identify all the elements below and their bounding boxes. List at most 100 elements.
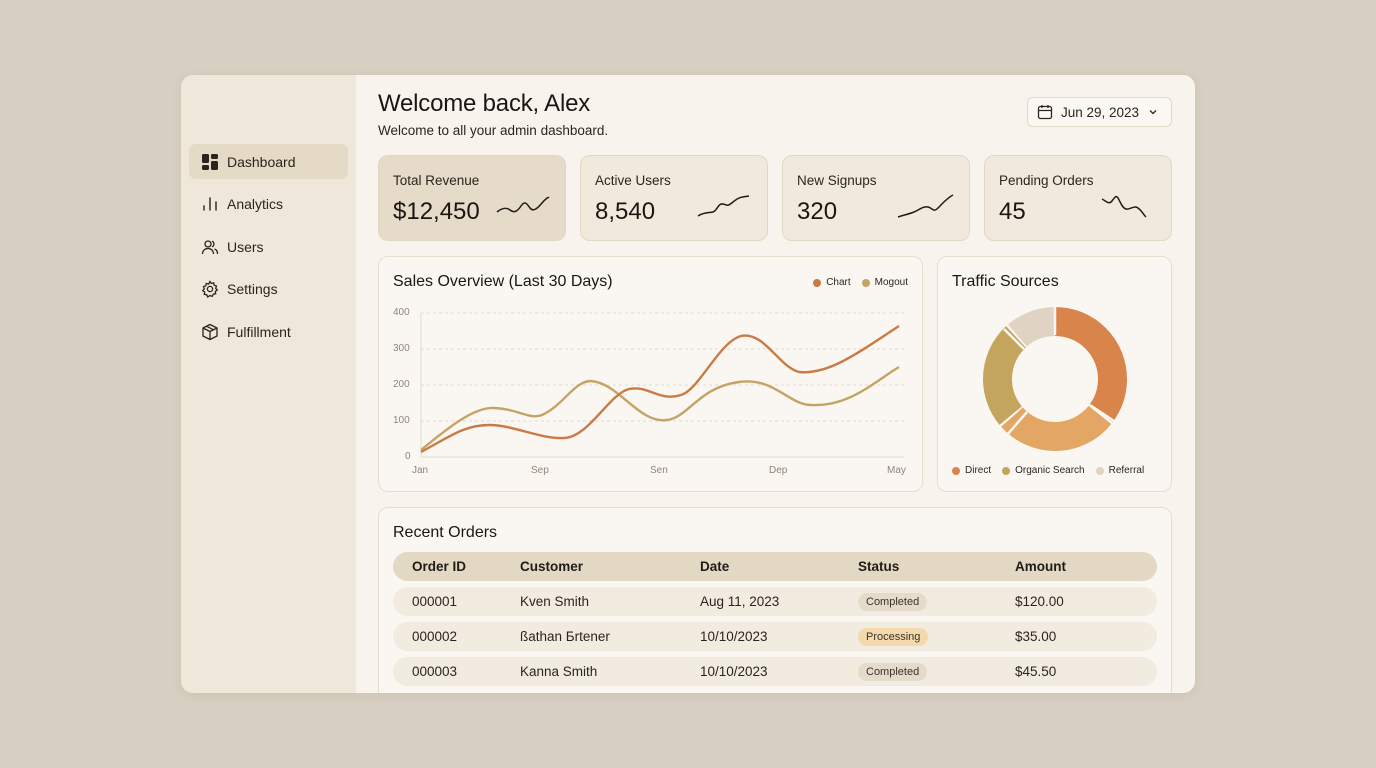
table-header-row: Order ID Customer Date Status Amount	[393, 552, 1157, 581]
x-tick: Sep	[531, 465, 549, 476]
traffic-donut-chart	[983, 306, 1127, 451]
traffic-title: Traffic Sources	[952, 273, 1059, 290]
column-header-customer[interactable]: Customer	[520, 552, 700, 581]
legend-dot	[952, 466, 960, 475]
order-amount: $35.00	[1015, 622, 1157, 651]
table-row[interactable]: 000002 ßathan Бrtener 10/10/2023 Process…	[393, 622, 1157, 651]
sidebar-item-label: Analytics	[227, 196, 284, 212]
sidebar-item-analytics[interactable]: Analytics	[189, 187, 348, 222]
legend-item-chart[interactable]: Chart	[813, 277, 851, 288]
sidebar-item-label: Users	[227, 238, 264, 255]
x-tick: Dep	[769, 465, 788, 476]
app-window: Dashboard Analytics Users Settings Fulfi…	[181, 75, 1195, 693]
kpi-value: $12,450	[393, 198, 480, 225]
legend-dot	[1095, 466, 1104, 475]
status-cell: Completed	[858, 587, 1015, 616]
order-id: 000001	[393, 587, 520, 616]
y-tick: 400	[393, 307, 410, 318]
sales-overview-card: Sales Overview (Last 30 Days) Chart Mogo…	[378, 256, 923, 492]
legend-label: Mogout	[874, 277, 908, 288]
column-header-status[interactable]: Status	[858, 552, 1015, 581]
kpi-label: Total Revenue	[393, 173, 480, 188]
sidebar-item-label: Dashboard	[227, 153, 296, 170]
sales-line-chart	[420, 312, 904, 458]
sidebar-item-label: Settings	[227, 281, 278, 297]
legend-item-direct[interactable]: Direct	[952, 465, 991, 476]
status-badge: Processing	[858, 627, 929, 646]
recent-orders-card: Recent Orders Order ID Customer Date Sta…	[378, 507, 1172, 693]
status-badge: Completed	[858, 592, 928, 611]
page-title: Welcome back, Alex	[378, 90, 591, 117]
status-badge: Completed	[858, 662, 928, 681]
traffic-sources-card: Traffic Sources Direct Organic Search Re…	[937, 256, 1172, 492]
legend-dot	[1002, 466, 1011, 475]
order-id: 000003	[393, 657, 520, 686]
customer-name: Kanna Smith	[520, 657, 700, 686]
x-tick: May	[887, 465, 906, 476]
legend-item-organic-search[interactable]: Organic Search	[1002, 465, 1085, 476]
x-tick: Jan	[412, 465, 429, 476]
sales-chart-title: Sales Overview (Last 30 Days)	[393, 273, 613, 290]
legend-item-referral[interactable]: Referral	[1095, 465, 1145, 476]
page-subtitle: Welcome to all your admin dashboard.	[378, 123, 609, 138]
calendar-icon	[1037, 105, 1053, 120]
legend-item-mogout[interactable]: Mogout	[861, 277, 908, 288]
y-tick: 300	[393, 343, 410, 354]
legend-label: Chart	[826, 277, 851, 288]
package-box-icon	[202, 323, 218, 340]
kpi-card-total-revenue[interactable]: Total Revenue $12,450	[378, 155, 566, 241]
y-tick: 200	[393, 379, 410, 390]
order-amount: $45.50	[1015, 657, 1157, 686]
sidebar-item-dashboard[interactable]: Dashboard	[189, 144, 348, 179]
y-tick: 100	[393, 415, 410, 426]
customer-name: ßathan Бrtener	[520, 622, 700, 651]
sidebar-item-fulfillment[interactable]: Fulfillment	[189, 314, 348, 349]
legend-dot	[861, 278, 870, 287]
y-tick: 0	[405, 451, 411, 462]
legend-dot	[813, 278, 822, 287]
kpi-card-pending-orders[interactable]: Pending Orders 45	[984, 155, 1172, 241]
order-id: 000002	[393, 622, 520, 651]
order-amount: $120.00	[1015, 587, 1157, 616]
order-date: Aug 11, 2023	[700, 587, 858, 616]
sidebar: Dashboard Analytics Users Settings Fulfi…	[181, 75, 356, 693]
kpi-value: 8,540	[595, 198, 656, 225]
kpi-card-active-users[interactable]: Active Users 8,540	[580, 155, 768, 241]
chevron-down-icon	[1149, 110, 1157, 115]
column-header-amount[interactable]: Amount	[1015, 552, 1157, 581]
legend-label: Direct	[965, 465, 992, 476]
column-header-order-id[interactable]: Order ID	[393, 552, 520, 581]
table-row[interactable]: 000003 Kanna Smith 10/10/2023 Completed …	[393, 657, 1157, 686]
status-cell: Completed	[858, 657, 1015, 686]
sparkline-icon	[697, 195, 750, 217]
kpi-value: 45	[999, 198, 1026, 225]
bar-chart-icon	[203, 197, 217, 211]
users-icon	[201, 239, 219, 254]
kpi-label: Pending Orders	[999, 173, 1094, 188]
order-date: 10/10/2023	[700, 657, 858, 686]
sidebar-item-users[interactable]: Users	[189, 229, 348, 264]
legend-label: Organic Search	[1015, 465, 1085, 476]
x-tick: Sen	[650, 465, 668, 476]
table-row[interactable]: 000001 Kven Smith Aug 11, 2023 Completed…	[393, 587, 1157, 616]
sparkline-icon	[1101, 195, 1147, 218]
customer-name: Kven Smith	[520, 587, 700, 616]
column-header-date[interactable]: Date	[700, 552, 858, 581]
kpi-value: 320	[797, 198, 838, 225]
legend-label: Referral	[1108, 465, 1145, 476]
orders-table: Order ID Customer Date Status Amount 000…	[393, 546, 1157, 692]
kpi-card-new-signups[interactable]: New Signups 320	[782, 155, 970, 241]
traffic-legend: Direct Organic Search Referral	[952, 465, 1144, 476]
sparkline-icon	[496, 196, 550, 213]
status-cell: Processing	[858, 622, 1015, 651]
main-content: Welcome back, Alex Welcome to all your a…	[356, 75, 1195, 693]
sales-chart-legend: Chart Mogout	[802, 277, 908, 288]
kpi-label: Active Users	[595, 173, 671, 188]
sidebar-item-label: Fulfillment	[227, 323, 291, 340]
sidebar-item-settings[interactable]: Settings	[189, 272, 348, 307]
sparkline-icon	[897, 194, 954, 218]
order-date: 10/10/2023	[700, 622, 858, 651]
orders-title: Recent Orders	[393, 524, 498, 541]
date-picker-value: Jun 29, 2023	[1061, 104, 1140, 120]
date-picker[interactable]: Jun 29, 2023	[1027, 97, 1172, 127]
